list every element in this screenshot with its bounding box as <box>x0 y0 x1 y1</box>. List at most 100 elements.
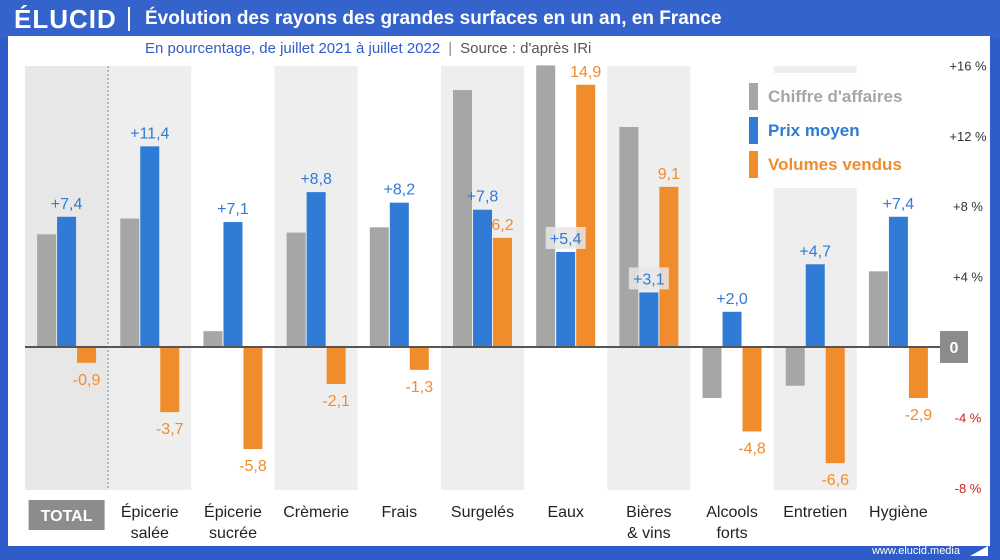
chiffre-affaires-bar <box>37 234 57 347</box>
prix-moyen-data-label: +11,4 <box>130 125 169 142</box>
footer-url[interactable]: www.elucid.media <box>871 545 960 557</box>
data-label-bg <box>628 267 669 290</box>
prix-moyen-data-label: +7,8 <box>467 189 499 206</box>
legend-swatch <box>749 83 758 110</box>
prix-moyen-bar <box>888 216 908 347</box>
volumes-vendus-bar <box>326 347 346 384</box>
volumes-vendus-bar <box>409 347 429 370</box>
volumes-vendus-data-label: -0,9 <box>73 372 101 389</box>
legend-box <box>737 73 927 188</box>
y-tick-label: 0 <box>950 340 959 357</box>
chiffre-affaires-bar <box>702 347 722 399</box>
volumes-vendus-bar <box>493 237 512 347</box>
prix-moyen-data-label: +8,8 <box>300 171 332 188</box>
category-label-bieres-vins: & vins <box>627 525 671 542</box>
y-axis-area <box>940 56 990 500</box>
volumes-vendus-bar <box>825 347 845 464</box>
y-tick-label: +16 % <box>949 58 987 73</box>
prix-moyen-data-label: +3,1 <box>633 271 665 288</box>
subtitle-separator: | <box>448 40 453 57</box>
prix-moyen-bar <box>722 311 742 347</box>
category-label-epicerie-sucree: Épicerie <box>204 502 262 521</box>
legend-label-volumes-vendus: Volumes vendus <box>768 155 902 174</box>
volumes-vendus-data-label: -6,6 <box>821 472 849 489</box>
chart-subtitle-row: En pourcentage, de juillet 2021 à juille… <box>145 40 591 57</box>
legend-swatch <box>749 151 758 178</box>
y-tick-label: +4 % <box>953 270 983 285</box>
category-label-epicerie-sucree: sucrée <box>209 525 257 542</box>
prix-moyen-data-label: +7,1 <box>217 201 249 218</box>
prix-moyen-data-label: +7,4 <box>883 196 915 213</box>
volumes-vendus-bar <box>243 347 263 450</box>
chiffre-affaires-bar <box>785 347 805 386</box>
legend-swatch <box>749 117 758 144</box>
prix-moyen-bar <box>223 222 243 347</box>
prix-moyen-bar <box>389 202 409 347</box>
category-label-surgeles: Surgelés <box>451 504 514 521</box>
y-tick-label: +12 % <box>949 129 987 144</box>
chiffre-affaires-bar <box>619 127 639 347</box>
chiffre-affaires-bar <box>203 331 223 347</box>
category-label-cremerie: Crèmerie <box>283 504 349 521</box>
chiffre-affaires-bar <box>868 271 888 347</box>
category-label-total: TOTAL <box>41 508 93 525</box>
prix-moyen-data-label: +4,7 <box>799 243 831 260</box>
volumes-vendus-bar <box>576 84 596 347</box>
chiffre-affaires-bar <box>286 232 306 347</box>
volumes-vendus-data-label: 9,1 <box>658 166 680 183</box>
prix-moyen-bar <box>473 209 492 347</box>
volumes-vendus-data-label: -5,8 <box>239 458 267 475</box>
volumes-vendus-bar <box>742 347 762 432</box>
y-tick-label: -8 % <box>955 481 982 496</box>
volumes-vendus-bar <box>659 186 679 347</box>
legend-label-prix-moyen: Prix moyen <box>768 121 860 140</box>
volumes-vendus-bar <box>160 347 180 413</box>
category-label-entretien: Entretien <box>783 504 847 521</box>
volumes-vendus-data-label: 6,2 <box>491 217 513 234</box>
prix-moyen-bar <box>57 216 77 347</box>
prix-moyen-bar <box>556 251 576 347</box>
logo-separator <box>128 7 130 31</box>
category-label-alcools-forts: forts <box>716 525 747 542</box>
prix-moyen-data-label: +2,0 <box>716 291 748 308</box>
y-tick-label: +8 % <box>953 199 983 214</box>
prix-moyen-data-label: +7,4 <box>51 196 83 213</box>
header-bar: ÉLUCID Évolution des rayons des grandes … <box>0 0 1000 38</box>
zero-tick-badge <box>940 331 968 363</box>
prix-moyen-bar <box>805 264 825 347</box>
prix-moyen-bar <box>140 146 160 347</box>
brand-logo: ÉLUCID <box>14 4 117 34</box>
category-label-eaux: Eaux <box>547 504 583 521</box>
volumes-vendus-bar <box>77 347 97 363</box>
chart-subtitle: En pourcentage, de juillet 2021 à juille… <box>145 40 441 57</box>
footer-logo-icon <box>970 546 988 556</box>
prix-moyen-bar <box>306 192 326 347</box>
category-label-frais: Frais <box>382 504 418 521</box>
volumes-vendus-data-label: -2,9 <box>905 407 933 424</box>
prix-moyen-data-label: +5,4 <box>550 231 582 248</box>
chart-source: Source : d'après IRi <box>460 40 592 57</box>
chiffre-affaires-bar <box>453 90 472 347</box>
category-label-hygiene: Hygiène <box>869 504 928 521</box>
volumes-vendus-data-label: -1,3 <box>406 379 434 396</box>
prix-moyen-bar <box>639 292 659 347</box>
volumes-vendus-data-label: -2,1 <box>322 393 350 410</box>
volumes-vendus-bar <box>908 347 928 399</box>
volumes-vendus-data-label: -3,7 <box>156 421 184 438</box>
chiffre-affaires-bar <box>120 218 140 347</box>
total-label-badge <box>28 500 105 530</box>
volumes-vendus-data-label: 14,9 <box>570 64 601 81</box>
data-label-bg <box>545 226 586 249</box>
chiffre-affaires-bar <box>536 65 556 348</box>
category-label-epicerie-salee: Épicerie <box>121 502 179 521</box>
prix-moyen-data-label: +8,2 <box>384 182 416 199</box>
chart-title: Évolution des rayons des grandes surface… <box>145 8 722 29</box>
category-label-bieres-vins: Bières <box>626 504 671 521</box>
legend-label-chiffre-d-affaires: Chiffre d'affaires <box>768 87 902 106</box>
chiffre-affaires-bar <box>369 227 389 347</box>
category-label-epicerie-salee: salée <box>131 525 169 542</box>
category-label-alcools-forts: Alcools <box>706 504 758 521</box>
volumes-vendus-data-label: -4,8 <box>738 440 766 457</box>
y-tick-label: -4 % <box>955 410 982 425</box>
